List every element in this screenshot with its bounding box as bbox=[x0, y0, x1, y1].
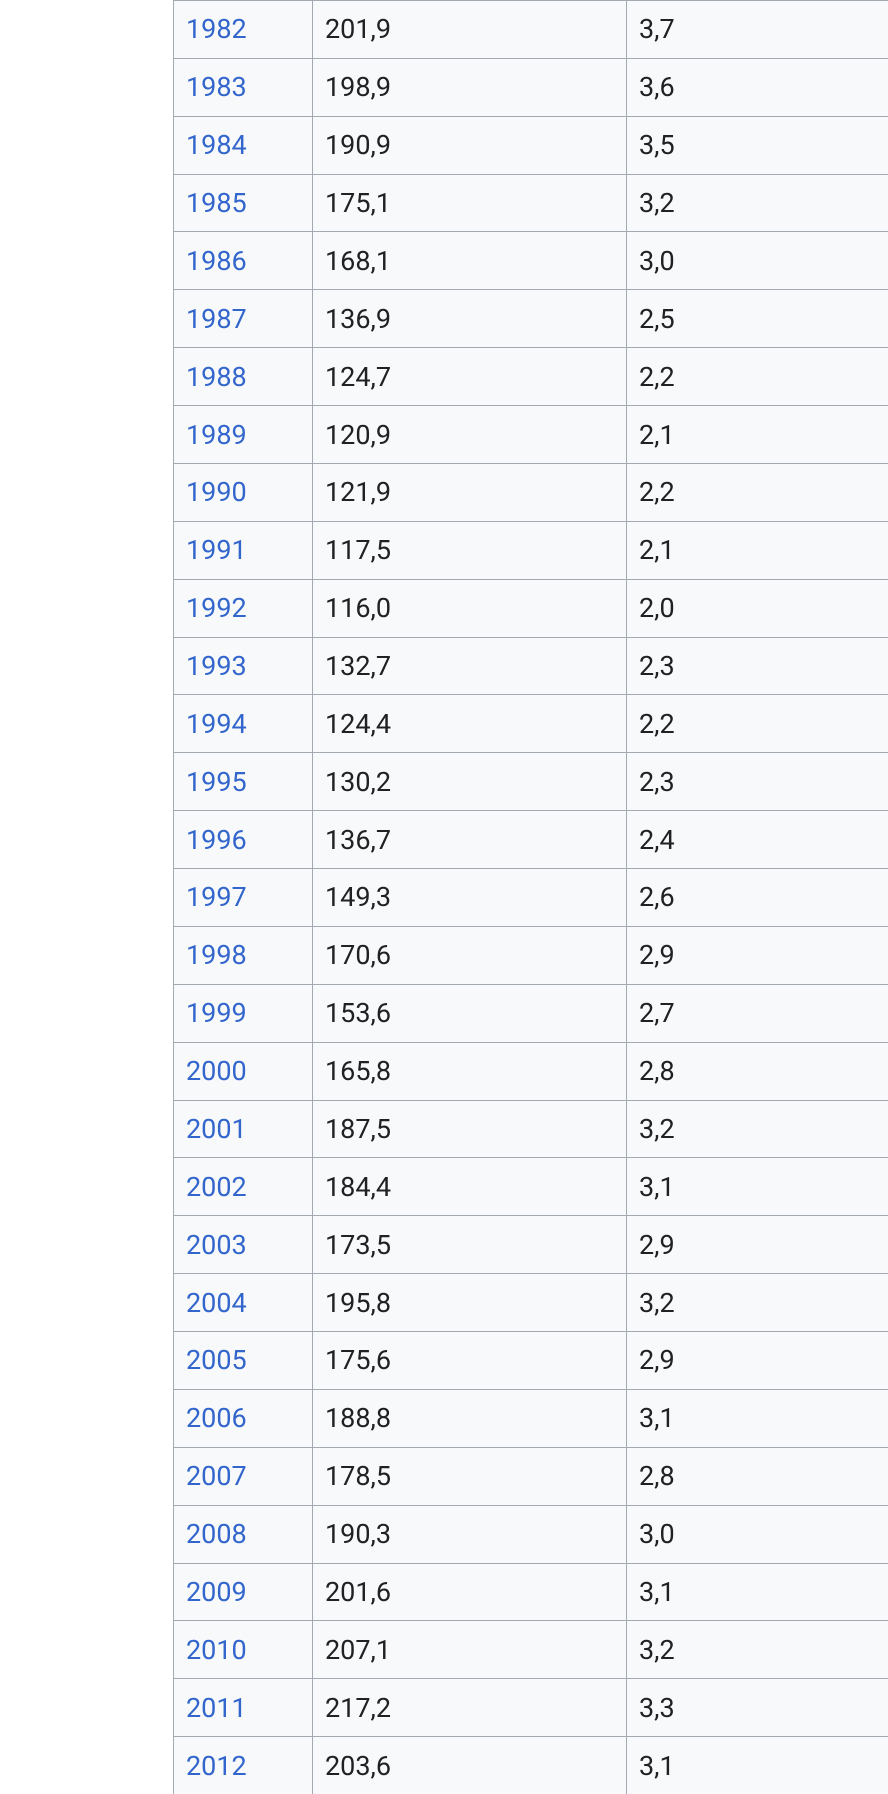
value-cell: 132,7 bbox=[312, 636, 628, 696]
year-cell[interactable]: 1989 bbox=[173, 405, 314, 464]
percent-cell: 2,3 bbox=[626, 636, 888, 696]
percent-cell: 2,4 bbox=[626, 810, 888, 870]
year-cell[interactable]: 2012 bbox=[173, 1736, 314, 1794]
year-cell[interactable]: 2003 bbox=[173, 1215, 314, 1275]
percent-cell: 2,2 bbox=[626, 694, 888, 754]
percent-cell: 3,1 bbox=[626, 1388, 888, 1448]
value-cell: 136,7 bbox=[312, 810, 628, 870]
percent-cell: 2,9 bbox=[626, 1331, 888, 1390]
year-cell[interactable]: 1987 bbox=[173, 289, 314, 349]
percent-cell: 2,8 bbox=[626, 1041, 888, 1101]
year-cell[interactable]: 1984 bbox=[173, 115, 314, 175]
year-cell[interactable]: 1991 bbox=[173, 520, 314, 580]
value-cell: 170,6 bbox=[312, 925, 628, 985]
value-cell: 178,5 bbox=[312, 1446, 628, 1506]
year-cell[interactable]: 2002 bbox=[173, 1157, 314, 1217]
percent-cell: 2,1 bbox=[626, 520, 888, 580]
percent-cell: 3,0 bbox=[626, 1504, 888, 1564]
value-cell: 195,8 bbox=[312, 1273, 628, 1333]
percent-cell: 2,2 bbox=[626, 347, 888, 407]
percent-cell: 2,8 bbox=[626, 1446, 888, 1506]
year-cell[interactable]: 2008 bbox=[173, 1504, 314, 1564]
value-cell: 175,1 bbox=[312, 173, 628, 233]
percent-cell: 2,1 bbox=[626, 405, 888, 464]
value-cell: 175,6 bbox=[312, 1331, 628, 1390]
value-cell: 130,2 bbox=[312, 752, 628, 812]
value-cell: 188,8 bbox=[312, 1388, 628, 1448]
percent-cell: 3,1 bbox=[626, 1157, 888, 1217]
percent-cell: 3,3 bbox=[626, 1678, 888, 1738]
value-cell: 124,7 bbox=[312, 347, 628, 407]
year-cell[interactable]: 1985 bbox=[173, 173, 314, 233]
value-cell: 217,2 bbox=[312, 1678, 628, 1738]
value-cell: 120,9 bbox=[312, 405, 628, 464]
percent-cell: 2,5 bbox=[626, 289, 888, 349]
year-cell[interactable]: 1996 bbox=[173, 810, 314, 870]
year-cell[interactable]: 2009 bbox=[173, 1562, 314, 1622]
value-cell: 136,9 bbox=[312, 289, 628, 349]
value-cell: 153,6 bbox=[312, 983, 628, 1043]
year-cell[interactable]: 1988 bbox=[173, 347, 314, 407]
value-cell: 190,9 bbox=[312, 115, 628, 175]
value-cell: 116,0 bbox=[312, 578, 628, 638]
percent-cell: 3,5 bbox=[626, 115, 888, 175]
percent-cell: 3,2 bbox=[626, 1620, 888, 1680]
value-cell: 203,6 bbox=[312, 1736, 628, 1794]
year-cell[interactable]: 2010 bbox=[173, 1620, 314, 1680]
year-cell[interactable]: 1995 bbox=[173, 752, 314, 812]
percent-cell: 2,7 bbox=[626, 983, 888, 1043]
percent-cell: 3,7 bbox=[626, 0, 888, 59]
year-cell[interactable]: 1994 bbox=[173, 694, 314, 754]
year-cell[interactable]: 1982 bbox=[173, 0, 314, 59]
percent-cell: 3,2 bbox=[626, 1099, 888, 1159]
value-cell: 198,9 bbox=[312, 57, 628, 117]
year-cell[interactable]: 2007 bbox=[173, 1446, 314, 1506]
year-cell[interactable]: 2004 bbox=[173, 1273, 314, 1333]
year-cell[interactable]: 1983 bbox=[173, 57, 314, 117]
percent-cell: 3,1 bbox=[626, 1562, 888, 1622]
value-cell: 207,1 bbox=[312, 1620, 628, 1680]
value-cell: 187,5 bbox=[312, 1099, 628, 1159]
percent-cell: 3,1 bbox=[626, 1736, 888, 1794]
year-cell[interactable]: 2006 bbox=[173, 1388, 314, 1448]
percent-cell: 2,9 bbox=[626, 925, 888, 985]
year-cell[interactable]: 1998 bbox=[173, 925, 314, 985]
value-cell: 117,5 bbox=[312, 520, 628, 580]
year-cell[interactable]: 1992 bbox=[173, 578, 314, 638]
value-cell: 201,6 bbox=[312, 1562, 628, 1622]
year-cell[interactable]: 2001 bbox=[173, 1099, 314, 1159]
value-cell: 168,1 bbox=[312, 231, 628, 291]
percent-cell: 3,2 bbox=[626, 173, 888, 233]
year-cell[interactable]: 1986 bbox=[173, 231, 314, 291]
value-cell: 149,3 bbox=[312, 868, 628, 927]
percent-cell: 3,6 bbox=[626, 57, 888, 117]
percent-cell: 2,6 bbox=[626, 868, 888, 927]
year-cell[interactable]: 1993 bbox=[173, 636, 314, 696]
percent-cell: 2,3 bbox=[626, 752, 888, 812]
percent-cell: 3,0 bbox=[626, 231, 888, 291]
value-cell: 173,5 bbox=[312, 1215, 628, 1275]
value-cell: 124,4 bbox=[312, 694, 628, 754]
year-cell[interactable]: 1990 bbox=[173, 462, 314, 522]
year-cell[interactable]: 2000 bbox=[173, 1041, 314, 1101]
year-cell[interactable]: 1997 bbox=[173, 868, 314, 927]
year-cell[interactable]: 1999 bbox=[173, 983, 314, 1043]
year-cell[interactable]: 2011 bbox=[173, 1678, 314, 1738]
value-cell: 201,9 bbox=[312, 0, 628, 59]
value-cell: 184,4 bbox=[312, 1157, 628, 1217]
year-cell[interactable]: 2005 bbox=[173, 1331, 314, 1390]
value-cell: 165,8 bbox=[312, 1041, 628, 1101]
percent-cell: 3,2 bbox=[626, 1273, 888, 1333]
percent-cell: 2,9 bbox=[626, 1215, 888, 1275]
percent-cell: 2,2 bbox=[626, 462, 888, 522]
value-cell: 190,3 bbox=[312, 1504, 628, 1564]
percent-cell: 2,0 bbox=[626, 578, 888, 638]
value-cell: 121,9 bbox=[312, 462, 628, 522]
